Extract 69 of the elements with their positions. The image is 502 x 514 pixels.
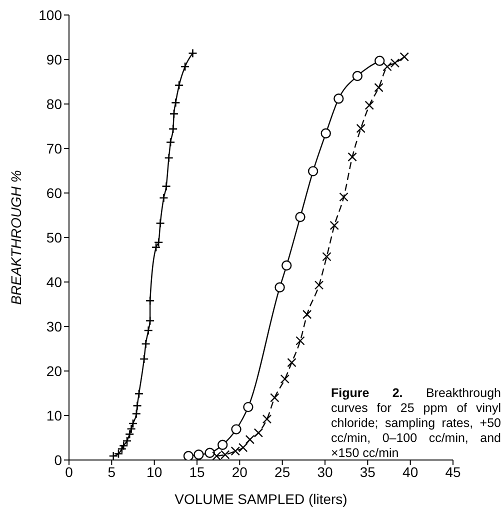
point bbox=[348, 152, 357, 162]
point bbox=[390, 58, 400, 68]
x-tick-label: 25 bbox=[274, 464, 290, 480]
x-tick-label: 5 bbox=[108, 464, 116, 480]
y-tick-label: 90 bbox=[46, 51, 62, 68]
point bbox=[274, 282, 285, 292]
point bbox=[352, 70, 363, 82]
point bbox=[339, 192, 348, 202]
point bbox=[295, 212, 306, 222]
point bbox=[151, 242, 161, 252]
point bbox=[382, 62, 392, 72]
point bbox=[245, 434, 255, 444]
x-tick-label: 30 bbox=[317, 464, 333, 480]
point bbox=[139, 354, 149, 364]
point bbox=[296, 336, 305, 346]
y-tick-label: 10 bbox=[46, 407, 62, 424]
x-tick-label: 10 bbox=[146, 464, 162, 480]
point bbox=[356, 124, 366, 134]
point bbox=[231, 424, 242, 434]
point bbox=[124, 430, 134, 439]
point bbox=[194, 450, 204, 460]
text: Figure 2. Breakthrough curves for 25 ppm of vinyl chloride; sampling rates, +50 cc/min, 0–100 cc/min, and ×150 cc/min bbox=[331, 386, 501, 460]
point bbox=[218, 440, 228, 450]
point bbox=[330, 220, 339, 230]
point bbox=[320, 128, 331, 138]
point bbox=[204, 448, 215, 458]
point bbox=[374, 56, 385, 66]
point bbox=[280, 374, 290, 384]
point bbox=[314, 280, 324, 290]
y-tick-label: 0 bbox=[54, 452, 62, 468]
y-tick-label: 20 bbox=[46, 362, 62, 379]
point bbox=[364, 100, 374, 110]
x-axis-title: VOLUME SAMPLED (liters) bbox=[174, 491, 348, 507]
y-tick-label: 60 bbox=[46, 184, 62, 201]
x-tick-label: 20 bbox=[232, 464, 248, 480]
point bbox=[128, 418, 138, 428]
x-tick-label: 45 bbox=[445, 464, 461, 480]
point bbox=[322, 252, 332, 262]
point bbox=[180, 62, 190, 72]
point bbox=[117, 444, 127, 454]
point bbox=[374, 82, 384, 92]
point bbox=[243, 402, 254, 412]
point bbox=[183, 450, 194, 460]
x-tick-label: 0 bbox=[65, 464, 74, 480]
y-tick-label: 70 bbox=[46, 140, 62, 156]
point bbox=[230, 446, 240, 456]
y-axis-title: BREAKTHROUGH % bbox=[8, 170, 24, 305]
point bbox=[168, 124, 178, 134]
point bbox=[262, 414, 272, 424]
point bbox=[334, 94, 344, 104]
point bbox=[302, 310, 312, 320]
y-tick-label: 40 bbox=[46, 274, 62, 290]
y-tick-label: 30 bbox=[46, 318, 62, 334]
point bbox=[154, 238, 164, 248]
point bbox=[238, 442, 248, 452]
point bbox=[270, 393, 280, 402]
point bbox=[122, 436, 132, 446]
point bbox=[287, 358, 296, 368]
point bbox=[188, 48, 198, 58]
point bbox=[254, 428, 264, 438]
y-tick-label: 100 bbox=[38, 6, 62, 23]
y-tick-label: 80 bbox=[46, 96, 62, 112]
x-tick-label: 35 bbox=[360, 464, 376, 480]
point bbox=[400, 52, 409, 62]
x-tick-label: 15 bbox=[189, 464, 205, 480]
point bbox=[308, 166, 318, 176]
x-tick-label: 40 bbox=[402, 464, 418, 480]
y-tick-label: 50 bbox=[46, 229, 62, 246]
point bbox=[282, 260, 292, 271]
